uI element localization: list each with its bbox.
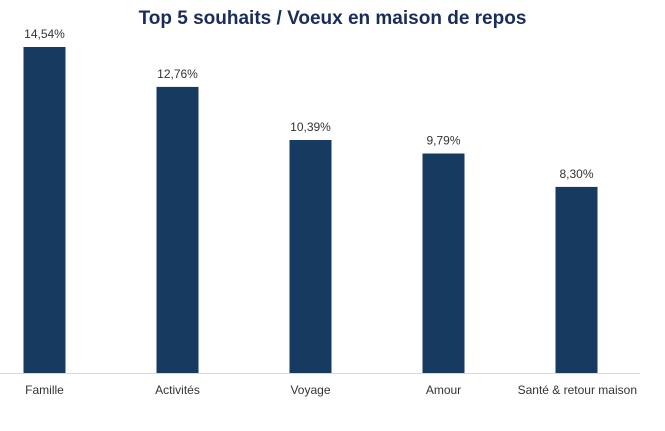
data-label: 14,54% xyxy=(24,27,65,41)
bar-sant-retour-maison xyxy=(555,186,598,373)
bar-famille xyxy=(23,47,66,373)
value-labels-group: 14,54% 12,76% 10,39% 9,79% 8,30% xyxy=(24,27,594,181)
chart-title: Top 5 souhaits / Voeux en maison de repo… xyxy=(138,8,527,29)
category-label: Activités xyxy=(155,383,200,397)
data-label: 12,76% xyxy=(157,67,198,81)
bar-amour xyxy=(422,153,465,373)
category-label: Santé & retour maison xyxy=(518,383,637,397)
category-label: Famille xyxy=(25,383,64,397)
category-label: Voyage xyxy=(290,383,330,397)
category-label: Amour xyxy=(426,383,461,397)
data-label: 9,79% xyxy=(426,134,460,148)
category-labels-group: Famille Activités Voyage Amour Santé & retou… xyxy=(25,383,637,397)
bars-group xyxy=(23,47,598,374)
bar-activit-s xyxy=(156,86,199,374)
data-label: 8,30% xyxy=(559,167,593,181)
data-label: 10,39% xyxy=(290,120,331,134)
bar-voyage xyxy=(289,140,332,373)
